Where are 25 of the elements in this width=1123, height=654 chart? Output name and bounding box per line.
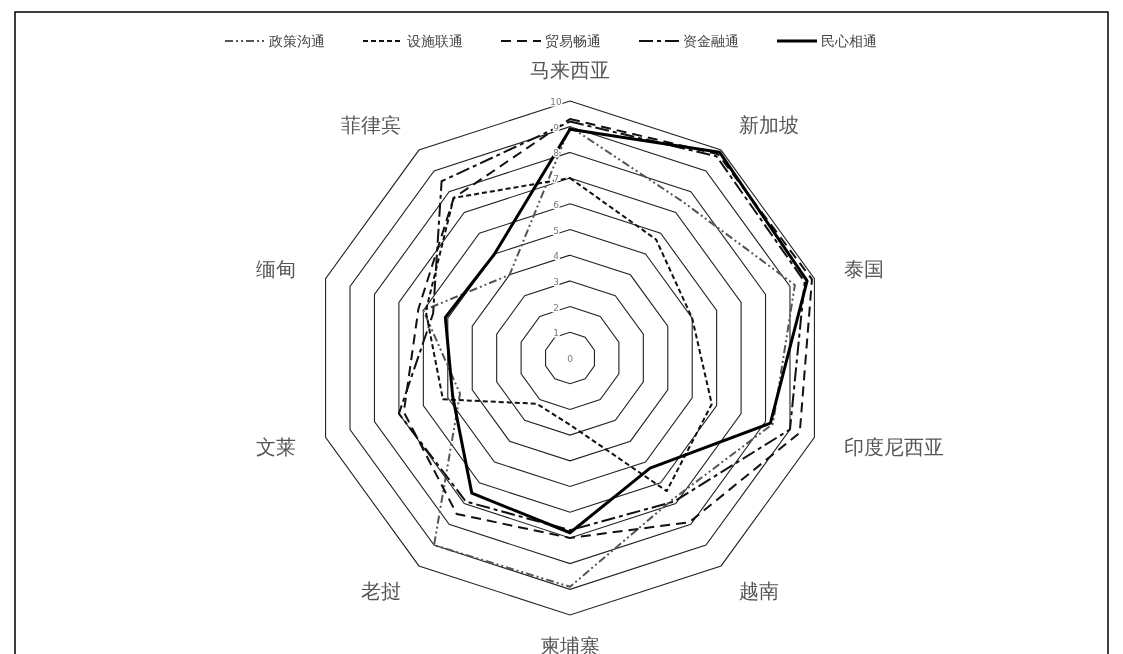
legend-label: 资金融通	[683, 33, 739, 49]
spoke-label: 文莱	[256, 434, 297, 459]
spoke-label: 菲律宾	[340, 113, 401, 138]
y-tick-label: 6	[553, 199, 560, 210]
spoke-label: 马来西亚	[530, 58, 610, 83]
spoke-label: 老挝	[360, 578, 401, 603]
legend-label: 政策沟通	[269, 33, 325, 49]
y-tick-label: 0	[567, 354, 574, 364]
legend-label: 民心相通	[821, 33, 877, 49]
y-tick-label: 1	[553, 328, 559, 339]
y-tick-label: 10	[550, 97, 562, 107]
y-tick-label: 4	[553, 251, 560, 262]
y-tick-label: 9	[553, 122, 560, 133]
legend-label: 贸易畅通	[545, 33, 601, 49]
y-tick-label: 5	[553, 225, 559, 236]
spoke-label: 缅甸	[256, 257, 297, 282]
legend-label: 设施联通	[407, 33, 463, 49]
spoke-label: 泰国	[843, 257, 884, 282]
spoke-label: 越南	[739, 578, 780, 603]
y-tick-label: 7	[553, 174, 559, 185]
y-tick-label: 8	[553, 148, 560, 159]
spoke-label: 新加坡	[739, 113, 800, 138]
y-tick-label: 3	[553, 276, 559, 287]
y-tick-label: 2	[553, 302, 559, 313]
spoke-label: 印度尼西亚	[843, 434, 944, 459]
